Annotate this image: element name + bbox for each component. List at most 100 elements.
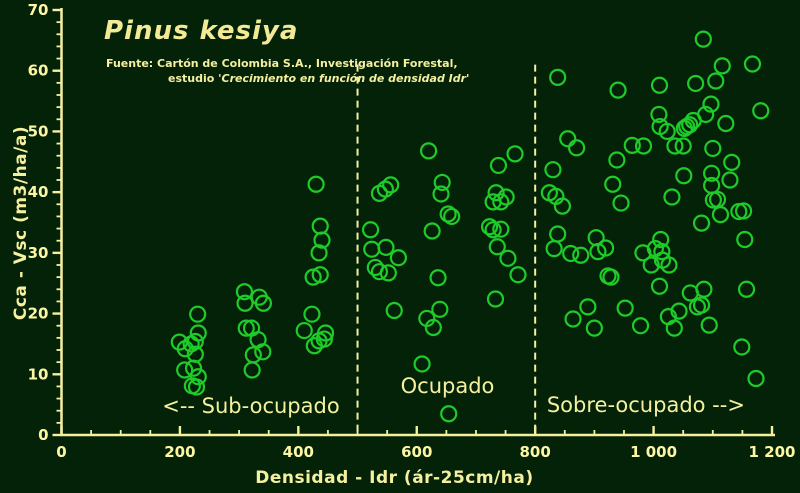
data-point (695, 280, 713, 298)
data-point (670, 302, 688, 320)
data-point (703, 164, 721, 182)
data-point (376, 180, 394, 198)
data-point (579, 298, 597, 316)
data-point (305, 337, 323, 355)
source-attribution-line1: Fuente: Cartón de Colombia S.A., Investi… (106, 57, 458, 70)
data-point (492, 193, 510, 211)
data-point (433, 173, 451, 192)
y-tick-label: 0 (38, 426, 48, 444)
data-point (244, 346, 262, 364)
data-point (704, 139, 722, 158)
data-point (187, 378, 206, 396)
data-point (602, 268, 620, 286)
data-point (604, 175, 622, 193)
data-point (568, 139, 586, 157)
x-tick-label: 600 (401, 443, 432, 461)
data-point (413, 355, 431, 373)
data-point (631, 317, 650, 335)
data-point (658, 122, 676, 141)
data-point (361, 221, 380, 239)
data-point (612, 194, 630, 212)
y-tick-label: 20 (28, 305, 49, 323)
data-point (717, 114, 735, 133)
data-point (311, 266, 329, 284)
data-point (186, 332, 204, 351)
x-tick-label: 0 (56, 443, 66, 461)
data-point (176, 361, 194, 379)
data-point (687, 74, 705, 93)
data-point (652, 230, 670, 249)
data-point (752, 102, 770, 120)
data-point (499, 249, 517, 267)
data-point (382, 176, 400, 194)
data-point (379, 264, 397, 282)
data-point (184, 359, 203, 377)
data-point (310, 332, 328, 350)
data-point (489, 156, 508, 175)
zone-label: <-- Sub-ocupado (162, 394, 339, 418)
data-point (189, 368, 207, 386)
data-point (235, 283, 254, 301)
data-point (653, 243, 671, 261)
data-point (385, 301, 403, 320)
x-tick-label: 1 200 (749, 443, 796, 461)
data-point (572, 246, 590, 264)
data-point (597, 239, 615, 257)
data-point (721, 171, 739, 189)
data-point (429, 269, 447, 287)
data-point (564, 310, 582, 328)
chart-title: Pinus kesiya (104, 16, 299, 46)
data-point (663, 188, 681, 206)
data-point (304, 268, 322, 286)
zone-label: Sobre-ocupado --> (547, 393, 745, 417)
y-axis-title: Cca - Vsc (m3/ha/a) (11, 125, 31, 321)
zone-label: Ocupado (401, 374, 495, 398)
data-point (743, 55, 762, 73)
data-point (487, 184, 505, 202)
data-point (553, 197, 572, 215)
data-point (423, 222, 441, 240)
data-point (666, 137, 684, 155)
y-tick-label: 10 (28, 365, 49, 383)
y-tick-label: 30 (28, 244, 49, 262)
data-point (608, 151, 626, 169)
source-study-title: 'Crecimiento en función de densidad Idr' (218, 72, 470, 85)
x-axis-title: Densidad - Idr (ár-25cm/ha) (255, 468, 534, 488)
data-point (678, 117, 696, 136)
data-point (424, 318, 442, 337)
data-point (370, 263, 389, 281)
data-point (189, 305, 207, 323)
data-point (734, 202, 753, 220)
data-point (480, 218, 499, 236)
data-point (589, 243, 607, 261)
data-point (506, 145, 524, 163)
source-study-prefix: estudio (168, 72, 219, 85)
data-point (484, 221, 502, 239)
x-tick-label: 400 (283, 443, 314, 461)
data-point (509, 266, 527, 284)
data-point (674, 137, 692, 155)
y-tick-label: 50 (28, 122, 49, 140)
data-point (650, 76, 669, 94)
y-tick-label: 40 (28, 183, 49, 201)
data-point (432, 185, 450, 203)
data-point (303, 305, 321, 323)
data-point (484, 193, 502, 211)
data-point (544, 161, 562, 179)
data-point (694, 30, 712, 48)
y-tick-label: 60 (28, 62, 49, 80)
data-point (736, 230, 754, 249)
data-point (254, 294, 273, 312)
data-point (363, 240, 381, 258)
data-point (733, 338, 751, 356)
data-point (295, 321, 313, 340)
data-point (702, 95, 720, 113)
data-point (650, 105, 668, 124)
data-point (688, 298, 706, 316)
data-point (747, 369, 765, 388)
data-point (419, 142, 438, 160)
data-point (431, 300, 449, 318)
data-point (243, 361, 261, 379)
